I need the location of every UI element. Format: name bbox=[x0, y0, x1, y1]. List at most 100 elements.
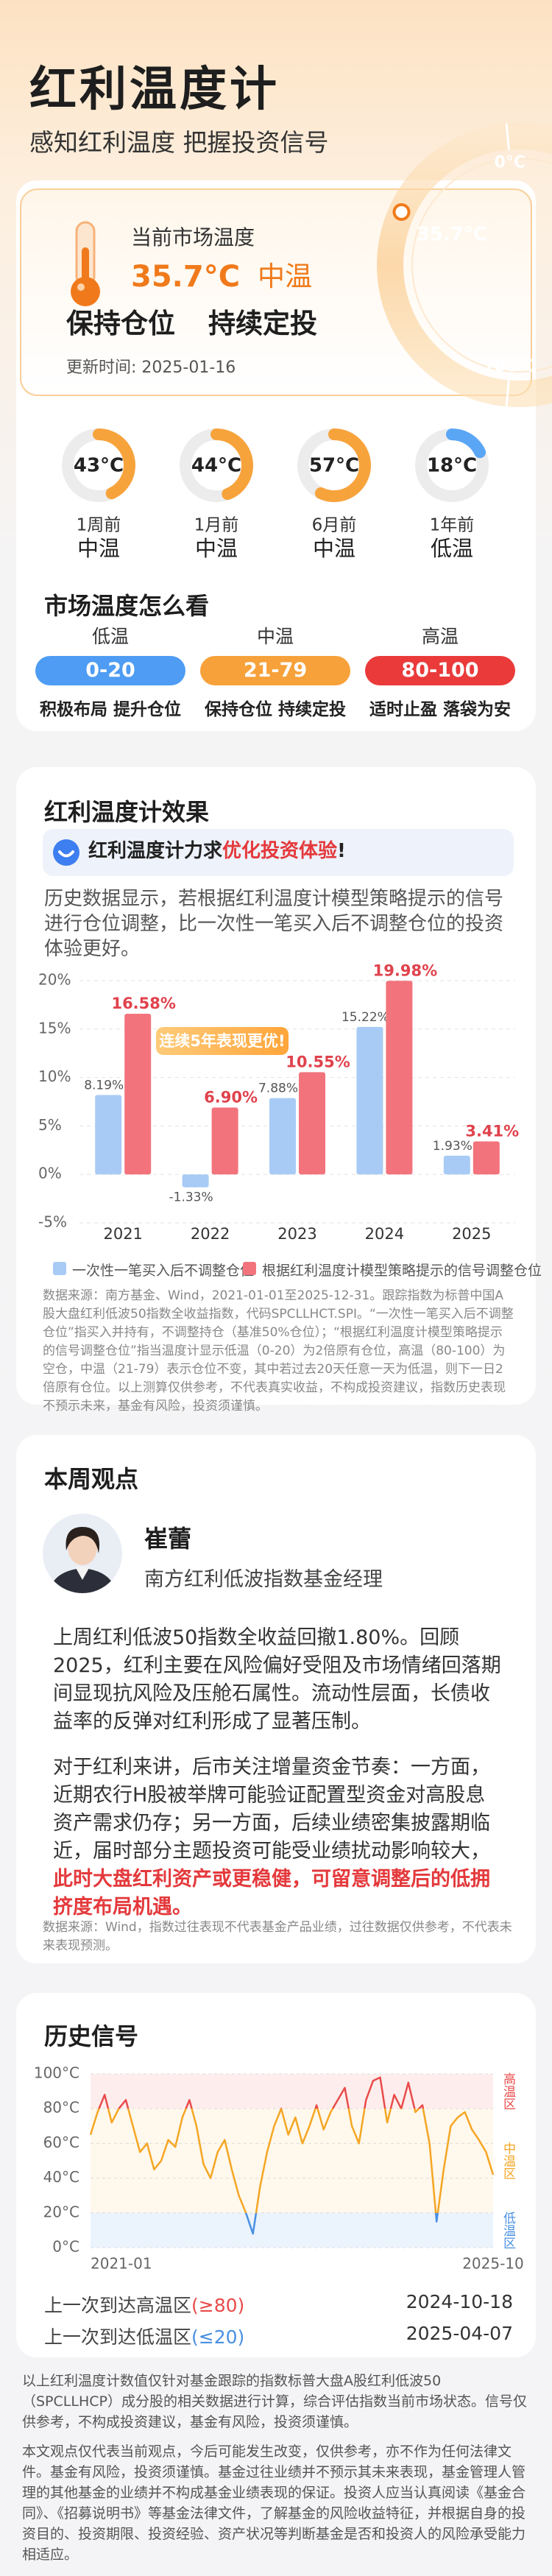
zone-band bbox=[91, 2074, 493, 2109]
current-label: 当前市场温度 bbox=[131, 225, 255, 250]
manager-role: 南方红利低波指数基金经理 bbox=[144, 1568, 383, 1591]
period-label: 1月前 bbox=[194, 516, 239, 535]
legend-swatch bbox=[243, 1262, 256, 1275]
level-label: 中温 bbox=[195, 536, 238, 561]
data-label: 8.19% bbox=[84, 1078, 124, 1093]
manager-name: 崔蕾 bbox=[144, 1525, 192, 1553]
gauge-tick-label: 100°C bbox=[483, 357, 537, 375]
banner-emphasis: 优化投资体验 bbox=[222, 840, 338, 862]
mini-gauge-value: 44°C bbox=[191, 455, 241, 477]
y-tick-label: 60°C bbox=[43, 2134, 79, 2151]
y-tick-label: 40°C bbox=[43, 2168, 79, 2186]
zone-label: 中温区 bbox=[500, 2142, 516, 2179]
banner-post: ! bbox=[337, 840, 346, 862]
banner-text: 红利温度计力求优化投资体验! bbox=[88, 840, 346, 863]
opinion-text: 对于红利来讲，后市关注增量资金节奏：一方面，近期农行H股被举牌可能验证配置型资金… bbox=[53, 1756, 490, 1863]
x-tick-label: 2021 bbox=[103, 1225, 142, 1243]
y-tick-label: 15% bbox=[38, 1019, 71, 1037]
gauge-tick-label: 0°C bbox=[495, 154, 526, 172]
update-time: 更新时间: 2025-01-16 bbox=[66, 359, 236, 378]
gauge-tick bbox=[505, 123, 510, 150]
gauge-marker bbox=[392, 202, 411, 221]
advice: 保持仓位 bbox=[66, 308, 175, 339]
x-tick-label: 2024 bbox=[365, 1225, 404, 1243]
signal-date: 2024-10-18 bbox=[406, 2291, 513, 2312]
level-label: 中温 bbox=[313, 536, 355, 561]
y-tick-label: 0°C bbox=[52, 2238, 79, 2256]
effect-text: 历史数据显示，若根据红利温度计模型策略提示的信号进行仓位调整，比一次性一笔买入后… bbox=[44, 888, 504, 960]
bar bbox=[211, 1107, 238, 1175]
page-subtitle: 感知红利温度 把握投资信号 bbox=[29, 128, 329, 157]
mini-gauge-value: 57°C bbox=[309, 455, 359, 477]
bar bbox=[473, 1141, 500, 1175]
period-label: 6月前 bbox=[312, 516, 357, 535]
banner bbox=[43, 829, 514, 876]
mini-gauge-arc bbox=[180, 428, 253, 502]
level-advice: 保持仓位 持续定投 bbox=[204, 700, 346, 719]
level-range: 21-79 bbox=[200, 656, 350, 685]
mini-gauge-arc bbox=[415, 428, 489, 502]
update-label: 更新时间: bbox=[66, 359, 137, 377]
banner-icon bbox=[53, 839, 79, 866]
y-tick-label: 80°C bbox=[43, 2099, 79, 2117]
x-tick-label: 2025 bbox=[452, 1225, 491, 1243]
bar bbox=[269, 1098, 296, 1175]
x-tick-label: 2023 bbox=[277, 1225, 316, 1243]
opinion-paragraph: 上周红利低波50指数全收益回撤1.80%。回顾2025，红利主要在风险偏好受阻及… bbox=[53, 1626, 501, 1733]
mini-gauge-value: 18°C bbox=[427, 455, 477, 477]
data-label: 3.41% bbox=[465, 1122, 519, 1140]
bar bbox=[299, 1072, 325, 1175]
data-label: 15.22% bbox=[342, 1010, 389, 1025]
level-advice: 积极布局 提升仓位 bbox=[39, 700, 181, 719]
gauge-inner bbox=[411, 158, 552, 373]
bar bbox=[443, 1155, 470, 1175]
level-label: 低温 bbox=[431, 536, 473, 561]
signal-date: 2025-04-07 bbox=[406, 2323, 513, 2344]
page-title: 红利温度计 bbox=[29, 63, 280, 117]
badge: 连续5年表现更优! bbox=[156, 1027, 289, 1055]
footer-text: 本文观点仅代表当前观点，今后可能发生改变，仅供参考，亦不作为任何法律文件。基金有… bbox=[22, 2443, 526, 2563]
data-label: 16.58% bbox=[111, 995, 175, 1012]
level-name: 高温 bbox=[421, 626, 459, 647]
y-tick-label: 20% bbox=[38, 971, 71, 989]
legend-label: 根据红利温度计模型策略提示的信号调整仓位 bbox=[262, 1263, 542, 1279]
y-tick-label: -5% bbox=[38, 1213, 67, 1231]
avatar bbox=[43, 1514, 122, 1593]
bar-chart: 20% 15% 10% 5% 0% -5% 2021 8.19% 16.58% 2022 -1.33… bbox=[38, 961, 519, 1243]
legend-swatch bbox=[53, 1262, 66, 1275]
signal-condition: (≥80) bbox=[191, 2295, 245, 2316]
y-tick-label: 100°C bbox=[34, 2064, 79, 2082]
y-tick-label: 10% bbox=[38, 1068, 71, 1085]
zone-label: 低温区 bbox=[500, 2212, 516, 2249]
bar bbox=[182, 1174, 209, 1188]
data-label: 19.98% bbox=[373, 961, 437, 979]
bar bbox=[356, 1026, 383, 1175]
main-gauge: 0°C 100°C 35.7°C bbox=[377, 123, 552, 407]
data-label: -1.33% bbox=[169, 1190, 213, 1205]
opinion-note: 数据来源：Wind，指数过往表现不代表基金产品业绩，过往数据仅供参考，不代表未来… bbox=[43, 1920, 512, 1953]
bar bbox=[124, 1014, 152, 1175]
gauge-ring bbox=[377, 123, 552, 407]
banner-pre: 红利温度计力求 bbox=[88, 840, 223, 862]
x-tick-label: 2025-10 bbox=[462, 2255, 524, 2273]
level-label: 中温 bbox=[77, 536, 120, 561]
mini-gauge-value: 43°C bbox=[74, 455, 124, 477]
data-label: 7.88% bbox=[258, 1081, 298, 1095]
level-range: 80-100 bbox=[365, 656, 515, 685]
gauge-value: 35.7°C bbox=[417, 223, 487, 245]
level-advice: 适时止盈 落袋为安 bbox=[369, 700, 511, 719]
x-tick-label: 2022 bbox=[191, 1225, 230, 1243]
opinion-highlight: 此时大盘红利资产或更稳健，可留意调整后的低拥挤度布局机遇。 bbox=[53, 1868, 490, 1919]
data-label: 1.93% bbox=[433, 1139, 473, 1154]
mini-gauge-arc bbox=[297, 428, 371, 502]
current-value: 35.7°C bbox=[131, 260, 241, 294]
signal-condition: (≤20) bbox=[191, 2326, 245, 2348]
zone-band bbox=[91, 2212, 493, 2248]
y-tick-label: 5% bbox=[38, 1116, 62, 1134]
temperature-line bbox=[89, 2076, 495, 2235]
y-tick-label: 0% bbox=[38, 1165, 62, 1182]
current-level: 中温 bbox=[258, 261, 312, 292]
